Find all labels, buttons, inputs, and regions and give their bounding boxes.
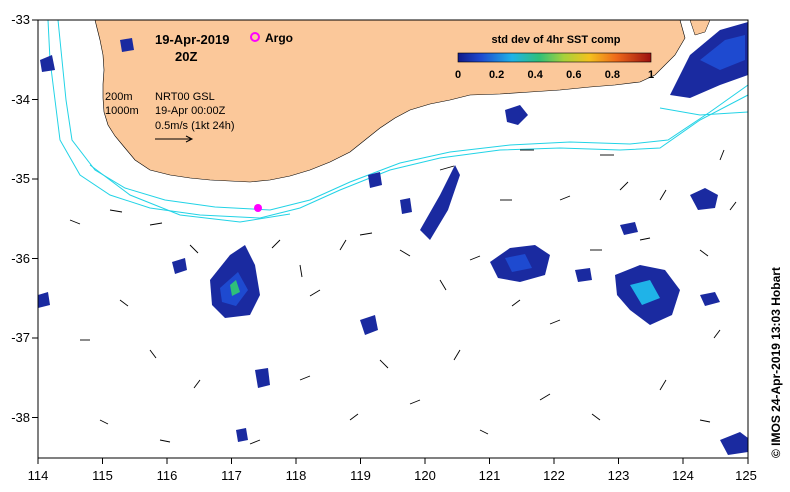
y-tick-label: -37 bbox=[11, 330, 30, 345]
x-tick-label: 119 bbox=[350, 468, 371, 483]
x-tick-label: 125 bbox=[735, 468, 757, 483]
isobath-label-1000m: 1000m bbox=[105, 105, 139, 117]
isobath-label-200m: 200m bbox=[105, 91, 133, 103]
x-tick-label: 120 bbox=[414, 468, 436, 483]
colorbar-tick-label: 1 bbox=[648, 69, 654, 81]
x-tick-label: 121 bbox=[479, 468, 501, 483]
argo-legend-label: Argo bbox=[265, 31, 293, 45]
colorbar-tick-label: 0.8 bbox=[605, 69, 620, 81]
x-tick-label: 124 bbox=[672, 468, 694, 483]
x-tick-label: 115 bbox=[92, 468, 113, 483]
x-tick-label: 123 bbox=[608, 468, 630, 483]
x-tick-label: 114 bbox=[28, 468, 49, 483]
vector-scale-label: 0.5m/s (1kt 24h) bbox=[155, 120, 234, 132]
x-tick-label: 117 bbox=[221, 468, 242, 483]
time-label: 20Z bbox=[175, 49, 197, 64]
y-tick-label: -34 bbox=[11, 92, 30, 107]
colorbar bbox=[457, 52, 652, 63]
colorbar-tick-label: 0.6 bbox=[566, 69, 581, 81]
colorbar-title: std dev of 4hr SST comp bbox=[492, 34, 621, 46]
plot-frame bbox=[37, 19, 749, 459]
x-tick-label: 122 bbox=[543, 468, 565, 483]
argo-legend-icon bbox=[250, 32, 260, 42]
y-axis bbox=[32, 19, 38, 418]
x-tick-label: 116 bbox=[157, 468, 178, 483]
x-axis bbox=[37, 458, 749, 464]
colorbar-tick-label: 0.4 bbox=[528, 69, 544, 81]
y-tick-label: -38 bbox=[11, 410, 30, 425]
argo-float-marker bbox=[254, 204, 262, 212]
x-tick-label: 118 bbox=[286, 468, 307, 483]
date-label: 19-Apr-2019 bbox=[155, 32, 229, 47]
isobath-lines bbox=[47, 20, 748, 223]
land-patch-east bbox=[689, 20, 711, 36]
colorbar-tick-label: 0 bbox=[455, 69, 461, 81]
sst-patches bbox=[38, 22, 748, 455]
current-source-label: NRT00 GSL bbox=[155, 91, 215, 103]
y-tick-label: -36 bbox=[11, 251, 30, 266]
current-vectors bbox=[69, 149, 737, 445]
y-tick-label: -35 bbox=[11, 171, 30, 186]
vector-scale-arrow bbox=[155, 135, 194, 143]
colorbar-tick-label: 0.2 bbox=[489, 69, 504, 81]
credit-label: © IMOS 24-Apr-2019 13:03 Hobart bbox=[769, 267, 783, 458]
y-tick-label: -33 bbox=[11, 12, 30, 27]
current-time-label: 19-Apr 00:00Z bbox=[155, 105, 226, 117]
